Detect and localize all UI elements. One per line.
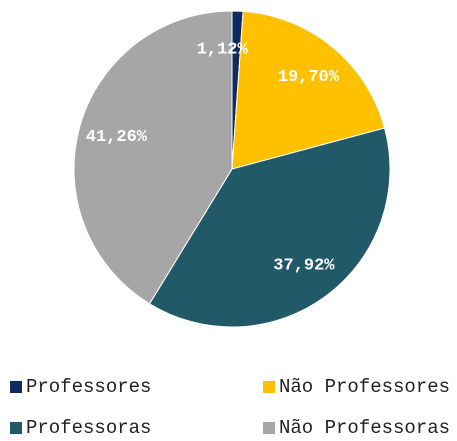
legend-swatch [10,381,22,393]
value-label: 37,92% [273,257,335,276]
legend-label: Professores [26,376,151,398]
value-label: 1,12% [197,40,249,59]
pie-slice [73,10,233,305]
legend-swatch [10,422,22,434]
legend-label: Professoras [26,417,151,439]
value-label: 41,26% [86,128,148,147]
value-label: 19,70% [278,68,340,87]
pie-slice [148,127,391,328]
legend-swatch [263,381,275,393]
legend-swatch [263,422,275,434]
pie-slice [231,10,386,170]
legend-label: Não Professoras [279,417,450,439]
legend-label: Não Professores [279,376,450,398]
